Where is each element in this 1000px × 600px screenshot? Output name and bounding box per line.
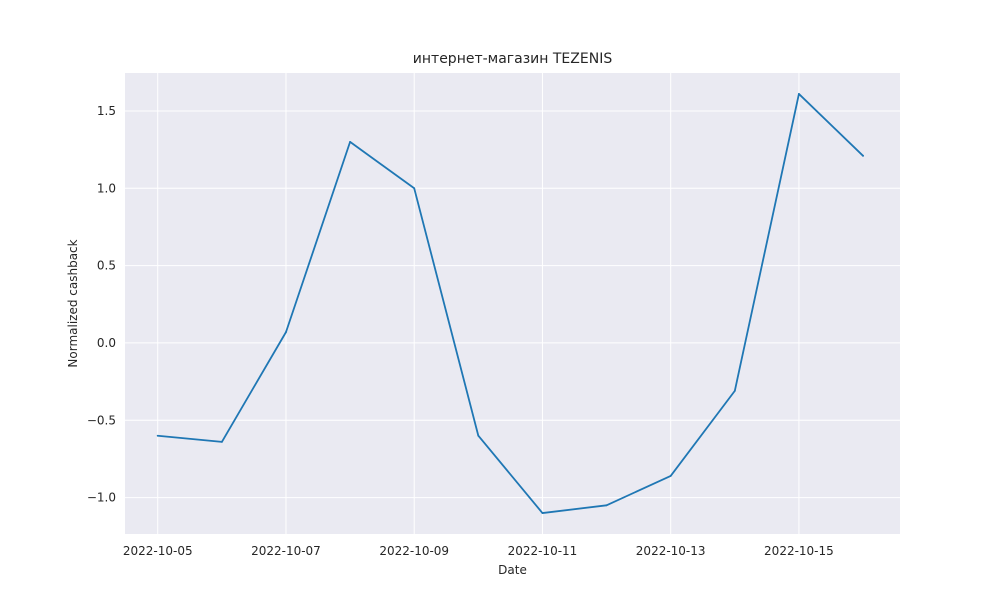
- x-tick-label: 2022-10-07: [251, 544, 321, 558]
- data-point: [413, 187, 416, 190]
- data-point: [733, 389, 736, 392]
- data-point: [156, 434, 159, 437]
- y-tick-label: 1.0: [97, 181, 116, 195]
- tick-labels: 2022-10-05 2022-10-07 2022-10-09 2022-10-11…: [87, 104, 834, 558]
- data-point: [862, 154, 864, 157]
- series-layer: [156, 93, 864, 514]
- x-tick-label: 2022-10-11: [508, 544, 578, 558]
- plot-background: [125, 73, 900, 534]
- x-tick-label: 2022-10-05: [123, 544, 193, 558]
- y-tick-label: 1.5: [97, 104, 116, 118]
- data-point: [605, 504, 608, 507]
- y-tick-label: −1.0: [87, 491, 116, 505]
- y-tick-label: 0.5: [97, 259, 116, 273]
- data-point: [477, 434, 480, 437]
- data-point: [669, 475, 672, 477]
- series-line-0: [156, 93, 864, 514]
- data-point: [220, 441, 223, 443]
- chart-title: интернет-магазин TEZENIS: [413, 51, 613, 67]
- x-tick-label: 2022-10-15: [764, 544, 834, 558]
- data-point: [541, 512, 544, 514]
- data-point: [349, 140, 351, 143]
- y-axis-title: Normalized cashback: [66, 239, 80, 367]
- y-tick-label: −0.5: [87, 413, 116, 427]
- x-tick-label: 2022-10-09: [379, 544, 449, 558]
- data-point: [798, 93, 800, 95]
- x-tick-label: 2022-10-13: [636, 544, 706, 558]
- y-tick-label: 0.0: [97, 336, 116, 350]
- grid-lines: [125, 73, 900, 534]
- x-axis-title: Date: [498, 563, 527, 577]
- data-point: [285, 331, 287, 334]
